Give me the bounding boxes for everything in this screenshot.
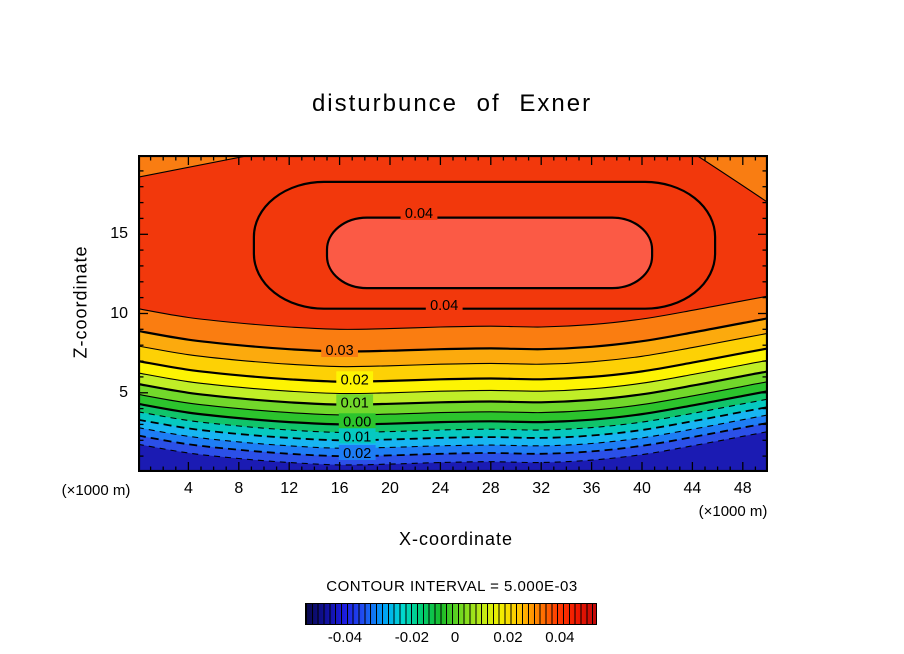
colorbar-label: 0 — [450, 629, 460, 646]
x-tick-label: 36 — [582, 480, 601, 497]
contour-label: 0.04 — [405, 206, 433, 222]
colorbar-tick-stripes — [306, 604, 596, 624]
colorbar-label: 0.04 — [545, 629, 575, 646]
contour-label-bg — [338, 445, 376, 460]
x-axis-title: X-coordinate — [398, 529, 514, 549]
contour-label: 0.02 — [341, 372, 369, 388]
x-axis-unit-label: (×1000 m) — [698, 503, 768, 520]
x-tick-label: 28 — [481, 480, 500, 497]
band-corner-tl — [138, 155, 252, 178]
contour-label-bg — [400, 204, 438, 220]
contour-label: 0.01 — [343, 429, 371, 445]
z-axis-title: Z-coordinate — [70, 245, 91, 359]
x-tick-label: 40 — [633, 480, 651, 497]
contour-line — [138, 422, 768, 458]
contour-line — [138, 332, 768, 368]
x-axis-tick-labels: 4 8 12 16 20 24 28 32 36 40 44 48 — [138, 480, 768, 500]
contour-label: 0.03 — [325, 343, 353, 359]
contour-line — [138, 370, 768, 406]
colorbar-labels: -0.04 -0.02 0 0.02 0.04 — [305, 629, 597, 647]
contour-label: 0.02 — [343, 446, 371, 462]
max-value-blob — [325, 216, 654, 290]
colorbar — [305, 603, 597, 625]
colorbar-label: -0.04 — [327, 629, 363, 646]
contour-label-bg — [336, 394, 374, 410]
z-tick-label: 10 — [110, 304, 128, 322]
contour-label: 0.04 — [430, 298, 458, 314]
contour-label-bg — [321, 342, 358, 357]
contour-line — [138, 431, 768, 466]
x-tick-label: 16 — [330, 480, 349, 497]
x-tick-label: 44 — [683, 480, 702, 497]
contour-plot: 0.040.040.030.020.010.000.010.02 — [138, 155, 768, 472]
contour-line — [138, 359, 768, 395]
contour-line — [138, 406, 768, 442]
contour-label-bg — [338, 428, 376, 444]
contour-label-bg — [425, 296, 463, 312]
x-tick-label: 20 — [381, 480, 399, 497]
x-tick-label: 48 — [733, 480, 752, 497]
x-tick-label: 12 — [280, 480, 299, 497]
contour-label-bg — [336, 371, 374, 387]
colorbar-label: 0.02 — [493, 629, 523, 646]
contour-label-bg — [338, 413, 376, 429]
band-corner-tr — [696, 155, 768, 203]
contour-line — [695, 155, 768, 204]
contour-label: 0.01 — [341, 395, 369, 411]
z-tick-label: 15 — [110, 225, 128, 243]
contour-line — [138, 317, 768, 353]
contour-line — [138, 381, 768, 416]
z-tick-label: 5 — [119, 383, 128, 401]
contour-line — [138, 414, 768, 449]
contour-label: 0.00 — [343, 414, 371, 430]
chart-title: disturbunce of Exner — [311, 90, 593, 117]
contour-loop-004 — [252, 180, 717, 310]
x-tick-label: 8 — [234, 480, 244, 497]
x-tick-label: 4 — [183, 480, 193, 497]
contour-line — [138, 398, 768, 433]
contour-line — [138, 347, 768, 383]
x-tick-label: 24 — [431, 480, 450, 497]
contour-line — [138, 295, 768, 330]
contour-interval-note: CONTOUR INTERVAL = 5.000E-03 — [326, 578, 578, 595]
colorbar-label: -0.02 — [394, 629, 429, 646]
z-axis-unit-label: (×1000 m) — [61, 482, 131, 499]
contour-band — [138, 431, 768, 472]
plot-border — [138, 155, 768, 472]
contour-line — [138, 390, 768, 426]
x-tick-label: 32 — [532, 480, 551, 497]
